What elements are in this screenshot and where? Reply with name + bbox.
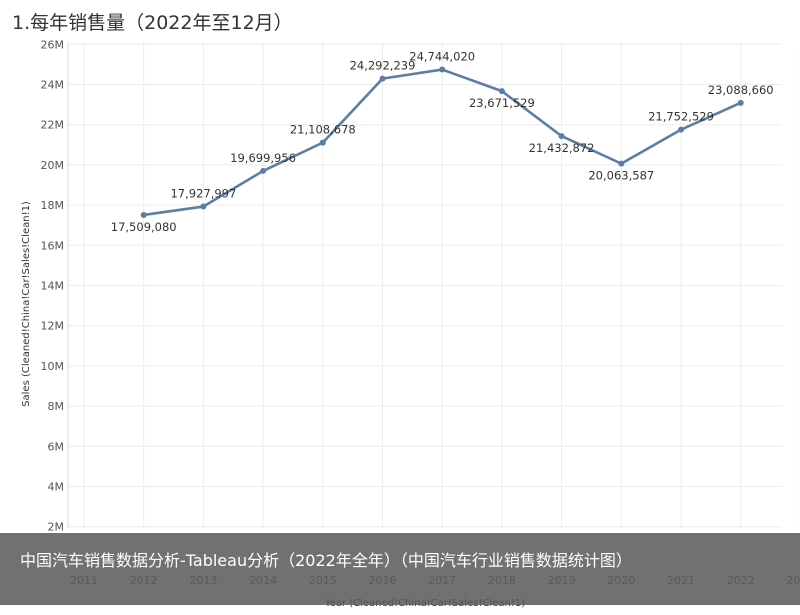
data-label: 20,063,587 xyxy=(588,169,654,183)
y-tick-label: 12M xyxy=(41,320,65,333)
data-label: 17,509,080 xyxy=(111,220,177,234)
caption-banner: 中国汽车销售数据分析-Tableau分析（2022年全年）（中国汽车行业销售数据… xyxy=(0,533,800,605)
y-tick-label: 6M xyxy=(48,440,65,453)
data-label: 21,432,872 xyxy=(529,141,595,155)
data-label: 23,088,660 xyxy=(708,83,774,97)
data-label: 24,744,020 xyxy=(409,50,475,64)
y-tick-label: 26M xyxy=(41,38,65,51)
y-tick-label: 16M xyxy=(41,239,65,252)
data-point xyxy=(678,126,684,133)
data-point xyxy=(379,75,386,82)
data-point xyxy=(200,203,207,210)
data-point xyxy=(498,88,505,95)
y-tick-label: 8M xyxy=(48,400,65,413)
chart-title: 1.每年销售量（2022年至12月） xyxy=(12,12,293,34)
data-labels: 17,509,080 17,927,997 19,699,956 21,108,678… xyxy=(111,50,774,234)
data-point xyxy=(140,211,147,218)
y-tick-label: 10M xyxy=(41,360,65,373)
y-tick-label: 24M xyxy=(41,79,65,92)
data-point xyxy=(558,133,565,140)
y-tick-label: 18M xyxy=(41,199,65,212)
data-points xyxy=(140,66,744,218)
y-tick-label: 4M xyxy=(48,481,65,494)
data-point xyxy=(618,160,625,167)
data-label: 23,671,529 xyxy=(469,96,535,110)
y-tick-label: 22M xyxy=(41,119,65,132)
data-label: 21,752,529 xyxy=(648,110,714,124)
data-point xyxy=(737,99,744,106)
y-tick-label: 2M xyxy=(48,521,65,534)
data-label: 19,699,956 xyxy=(230,151,296,165)
data-point xyxy=(439,66,446,73)
data-label: 17,927,997 xyxy=(170,187,236,201)
data-point xyxy=(260,167,267,174)
y-tick-label: 20M xyxy=(41,159,65,172)
data-point xyxy=(319,139,326,146)
data-label: 21,108,678 xyxy=(290,123,356,137)
y-axis-label: Sales (Cleaned!China!Car!Sales!Clean!1) xyxy=(21,201,32,407)
y-tick-label: 14M xyxy=(41,280,65,293)
data-label: 24,292,239 xyxy=(350,59,416,73)
caption-text: 中国汽车销售数据分析-Tableau分析（2022年全年）（中国汽车行业销售数据… xyxy=(20,551,632,570)
gridlines xyxy=(67,42,800,528)
y-axis-ticks: 2M 4M 6M 8M 10M 12M 14M 16M 18M 20M 22M 24M 26M xyxy=(41,38,65,533)
